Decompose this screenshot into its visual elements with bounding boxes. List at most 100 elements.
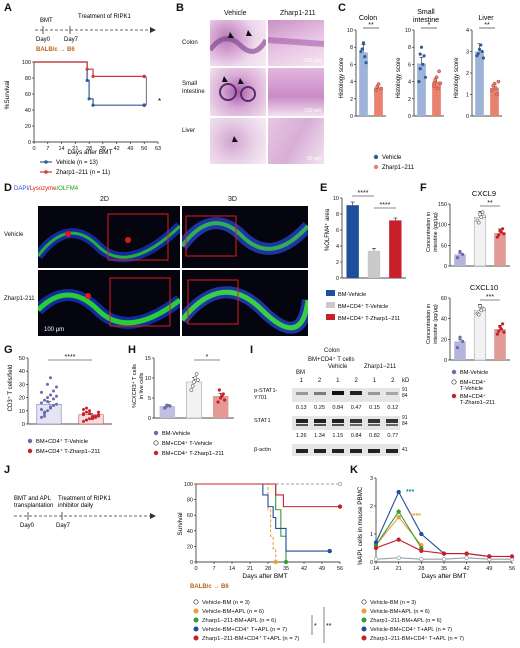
g-dot-0-8 xyxy=(46,396,49,400)
d-img-zharp-2d: 100 μm xyxy=(38,270,180,336)
j-line-1 xyxy=(196,483,277,562)
f1-dot-2-3 xyxy=(497,233,501,237)
f1-ytick-label-0: 0 xyxy=(444,264,447,270)
k-xtick-label-6: 56 xyxy=(509,566,515,572)
d-stain-lysozyme: Lysozyme xyxy=(29,186,57,192)
b-img-colon-zharp: 100 μm xyxy=(268,20,324,66)
a-strain: BALB/c → B6 xyxy=(36,47,75,53)
c2-dot-0-5 xyxy=(481,56,485,60)
g-dot-1-18 xyxy=(82,407,85,411)
j-legend: Vehicle-BM (n = 3) Vehicle-BM+APL (n = 6)… xyxy=(193,599,299,642)
j-legend-0: Vehicle-BM (n = 3) xyxy=(202,600,250,606)
i-v-s5: 0.82 xyxy=(369,433,380,439)
j-end-1 xyxy=(273,559,278,565)
c1-ytick-label-4: 8 xyxy=(408,45,411,51)
k-point-4-2 xyxy=(419,548,424,553)
j-end-4 xyxy=(337,504,343,509)
c1-ytick-label-0: 0 xyxy=(408,114,411,120)
c0-ytick-label-4: 8 xyxy=(350,45,353,51)
c0-dot-0-1 xyxy=(361,41,366,45)
k-ytick-label-2: 2 xyxy=(370,504,373,510)
g-dot-0-15 xyxy=(49,405,52,409)
j-legend-1: Vehicle-BM+APL (n = 6) xyxy=(202,609,264,615)
c2-dot-1-0 xyxy=(490,88,494,93)
f-title-cxcl10: CXCL10 xyxy=(470,283,498,292)
h-ytick-label-0: 0 xyxy=(148,416,151,422)
e-legend-swatch-1 xyxy=(326,290,335,296)
e-bar-2 xyxy=(389,220,402,278)
g-ytick-label-5: 50 xyxy=(19,356,25,362)
a-point-0-3 xyxy=(87,97,91,101)
c1-dot-0-1 xyxy=(419,45,424,49)
j-bmt-2: transplantation xyxy=(14,503,53,509)
b-img-liver-zharp: 50 μm xyxy=(268,118,324,164)
e-legend-2: BM+CD4⁺ T-Vehicle xyxy=(338,303,388,310)
i-mw-pstat1-84: 84 xyxy=(402,393,408,399)
a-xtick-label-6: 42 xyxy=(114,146,120,152)
f2-dot-0-2 xyxy=(461,339,465,343)
h-ytick-label-1: 5 xyxy=(148,396,151,402)
d-zoom-box-2 xyxy=(185,215,237,257)
a-legend-dot-vehicle xyxy=(44,160,48,164)
g-dot-0-4 xyxy=(52,404,55,408)
e-ytick-label-0: 0 xyxy=(336,276,339,282)
i-mw-stat1: 91 84 xyxy=(402,415,408,427)
i-header-group: BM+CD4⁺ T cells xyxy=(308,357,355,363)
k-point-4-3 xyxy=(441,551,447,556)
j-legend-dot-4 xyxy=(193,635,199,641)
f1-dot-2-2 xyxy=(501,227,505,231)
h-bar-1 xyxy=(186,381,202,419)
g-ytick-label-1: 10 xyxy=(19,409,25,415)
d-stain-dapi: DAPI/ xyxy=(14,186,30,192)
i-row-label-pstat1: p-STAT1- Y701 xyxy=(254,388,278,401)
i-mw-stat1-91: 91 xyxy=(402,415,408,421)
k-ytick-label-0: 0 xyxy=(370,560,373,566)
c2-bar-0 xyxy=(475,51,484,116)
k-point-0-4 xyxy=(464,555,469,560)
i-blot-actin xyxy=(292,444,400,456)
i-group-zharp: Zharp1−211 xyxy=(364,364,397,370)
f2-dot-0-0 xyxy=(455,346,459,350)
c2-dot-0-4 xyxy=(479,43,483,47)
f-title-cxcl9: CXCL9 xyxy=(472,189,496,198)
j-sig-1: * xyxy=(314,623,317,630)
k-point-1-1 xyxy=(396,515,401,520)
k-ytick-label-1: 1 xyxy=(370,532,373,538)
j-day0-label: Day0 xyxy=(20,523,35,529)
c1-bar-1 xyxy=(432,81,441,116)
i-values-pstat1: 0.13 0.25 0.84 0.47 0.15 0.12 xyxy=(292,405,402,411)
d-img-zharp-3d xyxy=(182,270,308,336)
f-sig-0: ** xyxy=(487,200,493,207)
e-sig-1: **** xyxy=(380,202,391,209)
k-point-3-2 xyxy=(419,531,424,537)
i-values-stat1: 1.26 1.34 1.15 0.84 0.82 0.77 xyxy=(292,433,402,439)
i-mw-pstat1-91: 91 xyxy=(402,387,408,393)
c2-ytick-label-4: 4 xyxy=(466,28,469,34)
c0-bar-1 xyxy=(374,87,383,116)
a-xtick-label-2: 14 xyxy=(58,146,64,152)
panel-label-k: K xyxy=(350,464,358,476)
i-v-s2: 1.34 xyxy=(314,433,325,439)
f-ylabel-1b: intestine (pg/μg) xyxy=(433,212,439,252)
j-end-0 xyxy=(337,481,343,487)
panel-k: %APL cells in mouse PBMC Days after BMT … xyxy=(357,476,515,642)
f1-ytick-label-1: 50 xyxy=(441,243,447,249)
h-legend-dot-3 xyxy=(153,450,159,456)
j-line-4 xyxy=(196,483,340,508)
j-ytick-label-1: 20 xyxy=(187,544,193,550)
c2-dot-0-3 xyxy=(476,52,480,56)
j-line-3 xyxy=(196,483,330,552)
j-end-3 xyxy=(327,548,332,554)
c-title-colon: Colon xyxy=(359,15,377,22)
a-ytick-label-0: 0 xyxy=(28,140,31,146)
j-ytick-label-3: 60 xyxy=(187,513,193,519)
c1-ytick-label-3: 6 xyxy=(408,62,411,68)
f-ylabel-1a: Concentration in xyxy=(426,212,432,252)
b-img-si-vehicle xyxy=(210,68,266,116)
c2-dot-1-3 xyxy=(491,84,496,88)
f1-dot-0-1 xyxy=(458,249,462,254)
j-ytick-label-2: 40 xyxy=(187,529,193,535)
f2-bar-2 xyxy=(494,329,506,360)
j-legend-dot-3 xyxy=(193,626,199,632)
i-lane-3: 1 xyxy=(336,378,340,384)
